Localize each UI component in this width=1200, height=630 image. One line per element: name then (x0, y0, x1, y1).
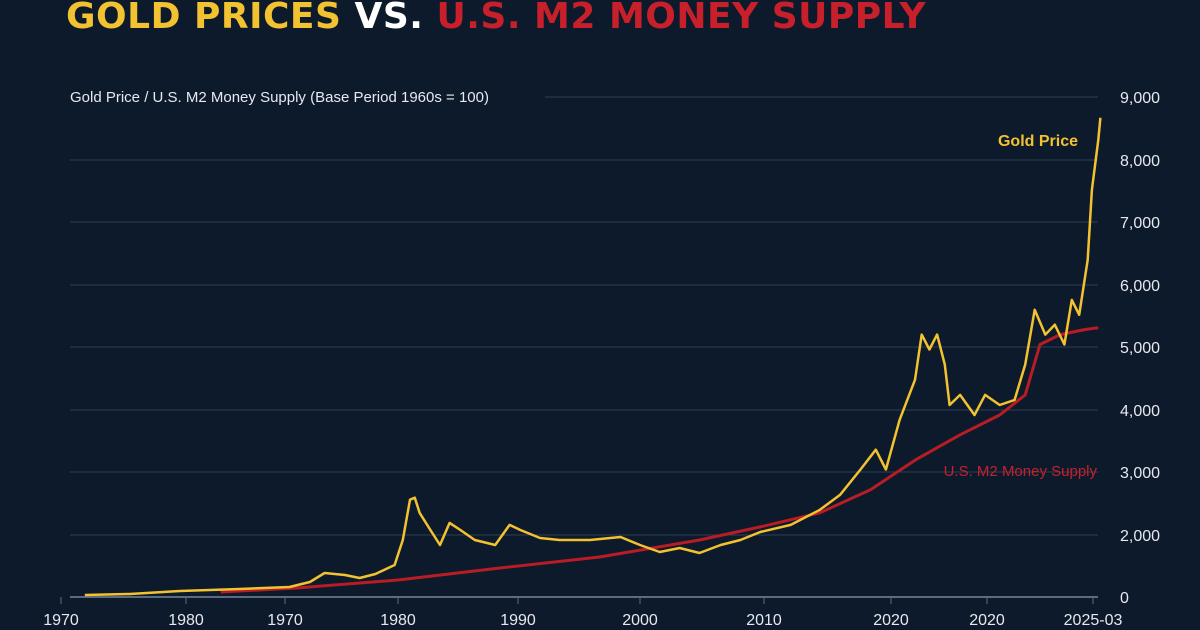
legend-gold-price: Gold Price (998, 133, 1078, 150)
x-tick-label: 2010 (746, 612, 782, 629)
gold-price-line (84, 117, 1102, 597)
title-vs: VS. (354, 0, 424, 37)
y-tick-label: 9,000 (1120, 90, 1160, 107)
x-tick-label: 1980 (380, 612, 416, 629)
y-tick-label: 8,000 (1120, 153, 1160, 170)
m2-money-supply-line (220, 326, 1099, 594)
y-axis-label: Gold Price / U.S. M2 Money Supply (Base … (70, 89, 489, 106)
y-tick-label: 0 (1120, 590, 1129, 607)
y-tick-label: 5,000 (1120, 340, 1160, 357)
x-tick-label: 1990 (500, 612, 536, 629)
x-tick-label: 2025-03 (1064, 612, 1123, 629)
chart-title: GOLD PRICES VS. U.S. M2 MONEY SUPPLY (66, 0, 926, 37)
title-gold: GOLD PRICES (66, 0, 342, 37)
x-tick-label: 1970 (43, 612, 79, 629)
x-tick-label: 2020 (969, 612, 1005, 629)
y-tick-label: 3,000 (1120, 465, 1160, 482)
y-tick-label: 4,000 (1120, 403, 1160, 420)
y-tick-label: 6,000 (1120, 278, 1160, 295)
y-tick-label: 7,000 (1120, 215, 1160, 232)
x-tick-label: 1970 (267, 612, 303, 629)
x-tick-label: 1980 (168, 612, 204, 629)
legend-m2-money-supply: U.S. M2 Money Supply (944, 463, 1098, 480)
x-tick-label: 2000 (622, 612, 658, 629)
title-m2: U.S. M2 MONEY SUPPLY (436, 0, 927, 37)
x-tick-label: 2020 (873, 612, 909, 629)
y-tick-label: 2,000 (1120, 528, 1160, 545)
